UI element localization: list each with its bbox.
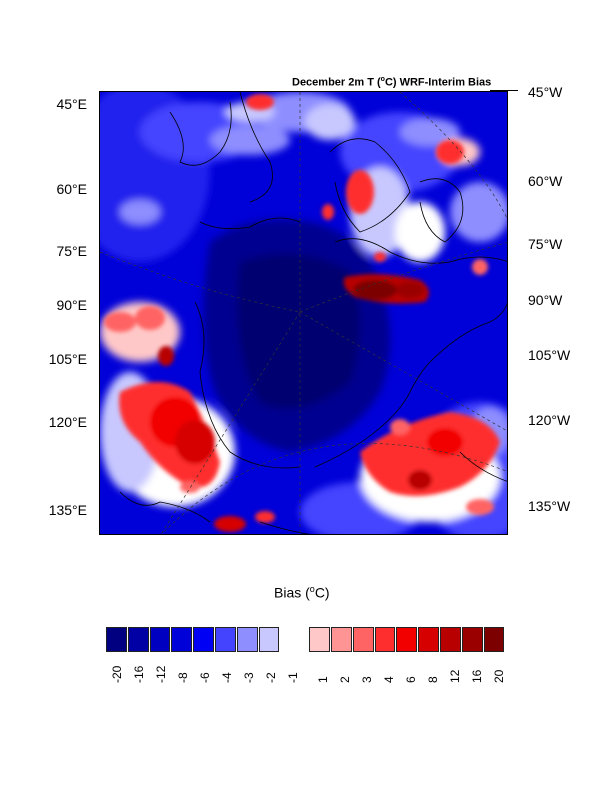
lat-label-right: 45°W: [528, 84, 563, 100]
legend-swatch: [106, 627, 127, 652]
legend-swatch: [215, 627, 236, 652]
legend-tick-label: -3: [242, 672, 256, 683]
bias-map-svg: [100, 92, 507, 534]
coastlines: [119, 92, 507, 534]
lat-label-left: 75°E: [56, 243, 87, 259]
legend-swatch: [331, 627, 352, 652]
legend-swatch: [284, 627, 306, 652]
legend-swatch: [396, 627, 418, 652]
legend-tick-label: 6: [404, 676, 418, 683]
legend-tick-label: 4: [382, 676, 396, 683]
legend-swatch: [193, 627, 214, 652]
lat-label-right: 120°W: [528, 412, 571, 428]
legend-tick-label: 8: [426, 676, 440, 683]
legend-swatch: [461, 627, 483, 652]
lat-label-right: 75°W: [528, 236, 563, 252]
legend-swatch: [309, 627, 330, 652]
legend-swatch: [258, 627, 280, 652]
color-legend: [106, 627, 505, 652]
lat-label-left: 105°E: [48, 351, 87, 367]
legend-tick-label: -12: [154, 665, 168, 683]
legend-tick-label: 2: [338, 676, 352, 683]
lat-label-left: 45°E: [56, 96, 87, 112]
legend-tick-label: -8: [176, 672, 190, 683]
legend-swatch: [374, 627, 396, 652]
legend-tick-label: 1: [316, 676, 330, 683]
legend-tick-label: -2: [264, 672, 278, 683]
lat-label-left: 135°E: [48, 502, 87, 518]
legend-swatch: [352, 627, 374, 652]
legend-swatch: [127, 627, 149, 652]
legend-tick-label: 3: [360, 676, 374, 683]
legend-tick-label: 20: [492, 669, 506, 683]
legend-title: Bias (oC): [274, 584, 330, 601]
legend-swatch: [171, 627, 193, 652]
warm-anomalies: [104, 94, 500, 532]
lat-label-right: 105°W: [528, 347, 571, 363]
legend-tick-label: -1: [286, 672, 300, 683]
lat-label-right: 60°W: [528, 173, 563, 189]
legend-tick-label: -20: [110, 665, 124, 683]
lat-label-right: 90°W: [528, 292, 563, 308]
legend-tick-label: -6: [198, 672, 212, 683]
lat-label-left: 60°E: [56, 181, 87, 197]
lat-label-left: 120°E: [48, 414, 87, 430]
legend-swatch: [440, 627, 461, 652]
legend-tick-label: 12: [448, 669, 462, 683]
legend-swatch: [483, 627, 505, 652]
legend-tick-label: -16: [132, 665, 146, 683]
legend-tick-label: 16: [470, 669, 484, 683]
map-title: December 2m T (oC) WRF-Interim Bias: [292, 76, 492, 89]
graticule: [100, 92, 507, 534]
lat-label-left: 90°E: [56, 297, 87, 313]
bias-map: [99, 91, 508, 535]
title-underline: [490, 90, 518, 91]
legend-swatch: [149, 627, 171, 652]
legend-tick-label: -4: [220, 672, 234, 683]
lat-label-right: 135°W: [528, 498, 571, 514]
legend-swatch: [418, 627, 439, 652]
legend-swatch: [236, 627, 258, 652]
